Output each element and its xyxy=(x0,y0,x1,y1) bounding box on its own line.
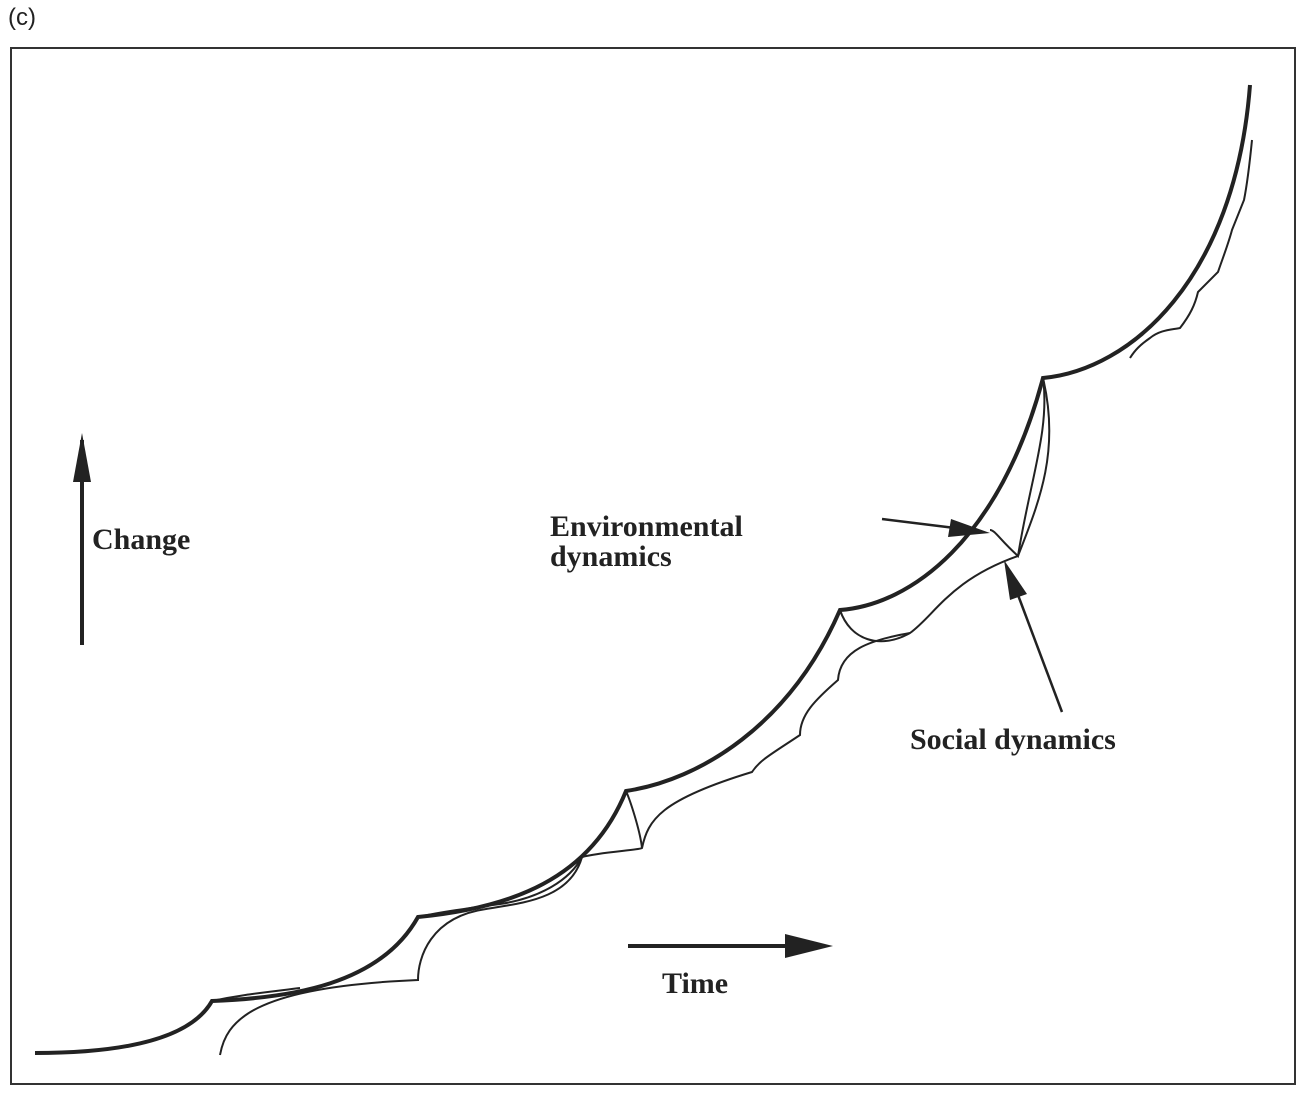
environmental-pointer-arrow xyxy=(881,517,956,530)
social-lobe xyxy=(1129,139,1253,359)
figure-frame xyxy=(10,47,1296,1085)
time-arrow-head xyxy=(785,934,833,958)
panel-label: (c) xyxy=(8,4,36,31)
environmental-dynamics-label: Environmental dynamics xyxy=(550,512,743,572)
environmental-dynamics-curve xyxy=(34,84,1252,1055)
social-lobe xyxy=(625,790,643,849)
environmental-label-line2: dynamics xyxy=(550,540,672,573)
social-lobe xyxy=(989,377,1046,558)
change-axis-label: Change xyxy=(92,523,191,556)
environmental-label-line1: Environmental xyxy=(550,510,743,543)
social-dynamics-curve xyxy=(219,555,1019,1056)
social-pointer-arrow xyxy=(1016,594,1064,713)
time-axis-label: Time xyxy=(662,967,729,1000)
social-pointer-head xyxy=(1004,560,1027,600)
environmental-pointer-head xyxy=(948,519,990,537)
social-lobe xyxy=(417,856,583,918)
social-lobe xyxy=(839,609,911,643)
social-dynamics-label: Social dynamics xyxy=(910,723,1116,756)
social-lobe xyxy=(1017,377,1051,557)
social-lobe xyxy=(211,987,301,1002)
change-arrow-head xyxy=(73,433,91,482)
